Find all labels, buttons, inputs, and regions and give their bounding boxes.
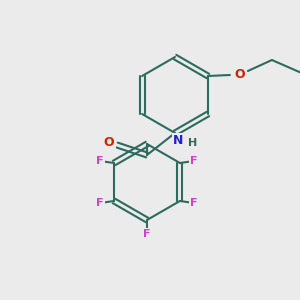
Text: O: O bbox=[235, 68, 245, 80]
Text: N: N bbox=[173, 134, 183, 148]
Text: H: H bbox=[188, 138, 198, 148]
Text: F: F bbox=[143, 229, 151, 239]
Text: F: F bbox=[96, 198, 104, 208]
Text: F: F bbox=[190, 198, 198, 208]
Text: F: F bbox=[190, 156, 198, 166]
Text: F: F bbox=[96, 156, 104, 166]
Text: O: O bbox=[104, 136, 114, 149]
